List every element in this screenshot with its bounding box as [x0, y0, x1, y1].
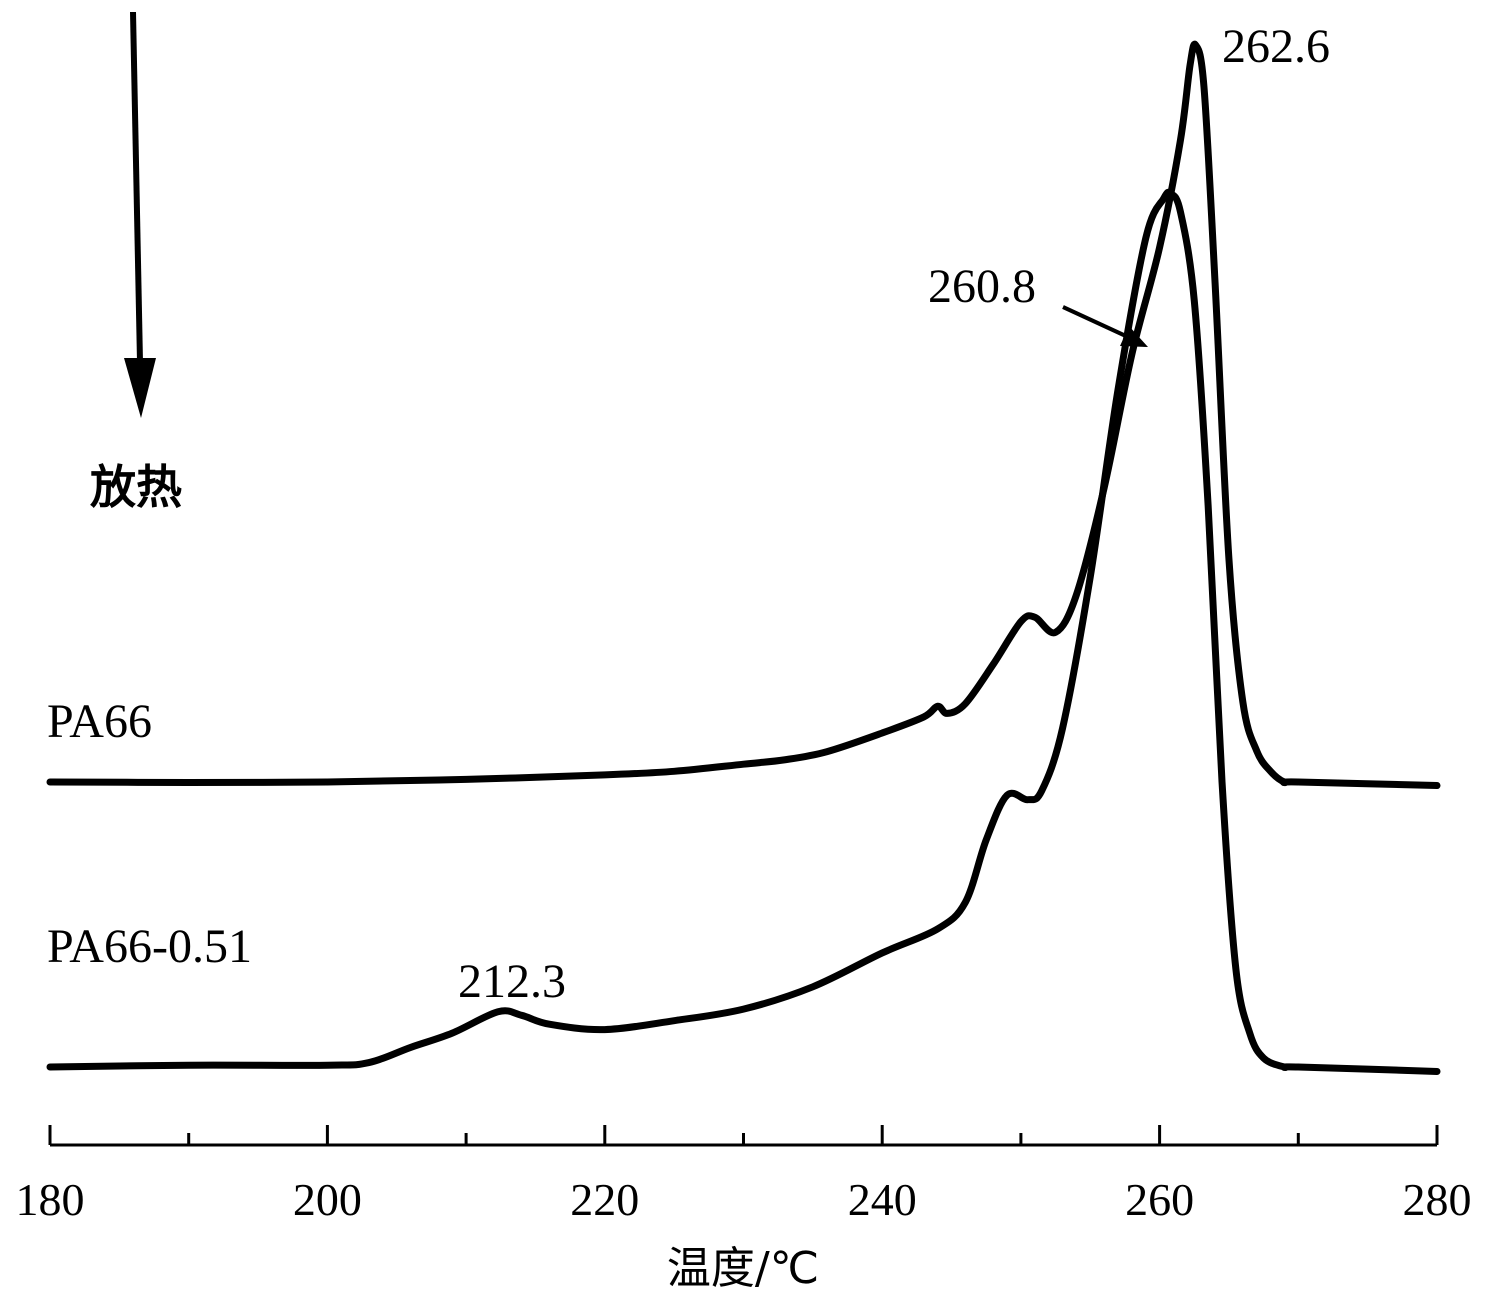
- series-line-pa66-0-51: [46, 188, 1441, 1075]
- annotation-260-8-arrowhead: [1120, 326, 1148, 347]
- exotherm-arrow-head: [124, 358, 156, 418]
- x-axis-title: 温度/℃: [667, 1243, 819, 1294]
- series-label-pa66: PA66: [47, 695, 152, 748]
- series-label-pa66-0-51: PA66-0.51: [47, 920, 252, 973]
- series-line-pa66: [46, 40, 1441, 790]
- exotherm-arrow-shaft: [130, 11, 143, 363]
- x-tick-label-240: 240: [848, 1174, 917, 1225]
- exotherm-indicator: 放热: [90, 11, 182, 514]
- x-tick-label-180: 180: [16, 1174, 85, 1225]
- x-tick-label-220: 220: [570, 1174, 639, 1225]
- x-tick-label-200: 200: [293, 1174, 362, 1225]
- annotation-260-8-arrow-line: [1062, 305, 1129, 339]
- exotherm-label: 放热: [90, 460, 182, 514]
- annotation-212-3: 212.3: [458, 955, 566, 1008]
- annotation-260-8: 260.8: [928, 260, 1036, 313]
- annotation-262-6: 262.6: [1222, 20, 1330, 73]
- x-axis: 180 200 220 240 260 280: [16, 1125, 1472, 1225]
- x-tick-label-280: 280: [1403, 1174, 1472, 1225]
- x-tick-label-260: 260: [1125, 1174, 1194, 1225]
